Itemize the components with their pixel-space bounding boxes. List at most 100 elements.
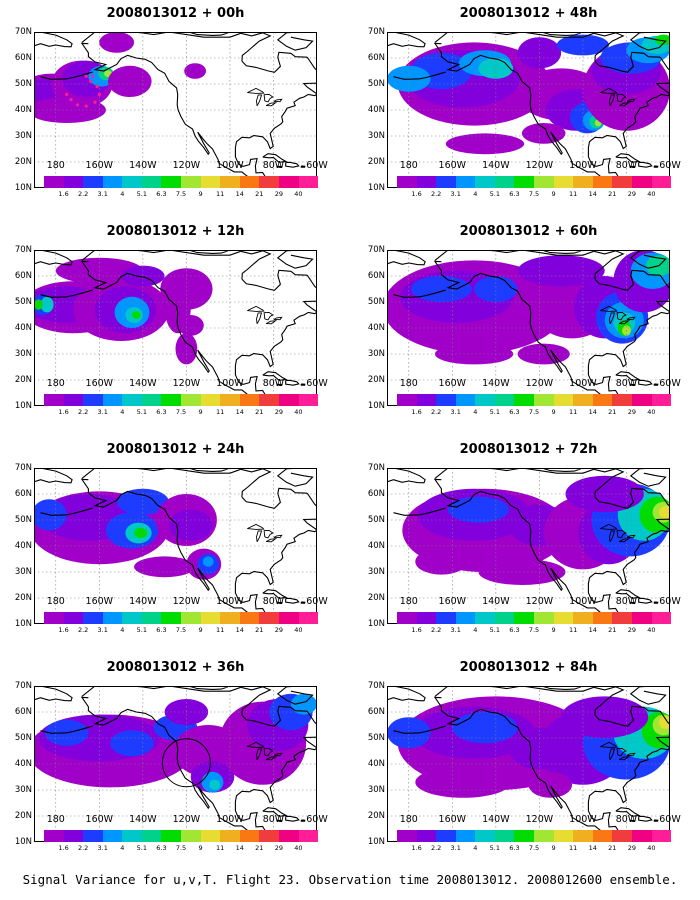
coastline bbox=[653, 383, 659, 386]
colorbar-label: 40 bbox=[647, 844, 656, 852]
latitude-label: 30N bbox=[14, 785, 32, 795]
map-panel: 2008013012 + 60h 10N 20N 30N 40N 50N 60N 70N 180… bbox=[350, 218, 690, 438]
latitude-label: 50N bbox=[367, 297, 385, 307]
colorbar-swatch bbox=[455, 394, 476, 406]
flight-track-point bbox=[69, 98, 73, 102]
colorbar-swatch bbox=[631, 176, 652, 188]
colorbar-label: 11 bbox=[216, 844, 225, 852]
variance-contour bbox=[131, 311, 141, 319]
longitude-label: 60W bbox=[306, 814, 328, 825]
latitude-label: 40N bbox=[367, 541, 385, 551]
colorbar-swatch bbox=[553, 394, 574, 406]
colorbar-swatch bbox=[102, 394, 123, 406]
colorbar-swatch bbox=[44, 176, 64, 188]
colorbar-label: 2.2 bbox=[77, 408, 89, 416]
longitude-label: 140W bbox=[482, 596, 510, 607]
longitude-label: 140W bbox=[482, 378, 510, 389]
longitude-label: 180 bbox=[399, 160, 418, 171]
colorbar-label: 40 bbox=[294, 626, 303, 634]
colorbar-label: 40 bbox=[294, 844, 303, 852]
colorbar-swatch bbox=[259, 394, 279, 406]
colorbar-label: 29 bbox=[274, 190, 283, 198]
colorbar-label: 11 bbox=[569, 626, 578, 634]
colorbar-label: 2.2 bbox=[77, 626, 89, 634]
colorbar-label: 40 bbox=[294, 190, 303, 198]
colorbar-label: 5.1 bbox=[489, 408, 501, 416]
coastline bbox=[393, 289, 446, 298]
colorbar-swatch bbox=[122, 612, 142, 624]
latitude-label: 50N bbox=[367, 515, 385, 525]
colorbar-label: 6.3 bbox=[509, 626, 520, 634]
colorbar-label: 3.1 bbox=[97, 844, 108, 852]
colorbar-label: 11 bbox=[569, 408, 578, 416]
colorbar bbox=[44, 612, 319, 624]
colorbar-label: 21 bbox=[608, 190, 617, 198]
colorbar-swatch bbox=[534, 176, 554, 188]
coastline bbox=[285, 815, 300, 822]
longitude-label: 60W bbox=[659, 596, 681, 607]
map-panel: 2008013012 + 12h 10N 20N 30N 40N 50N 60N 70N 180… bbox=[0, 218, 340, 438]
colorbar-swatch bbox=[397, 176, 417, 188]
panel-title: 2008013012 + 36h bbox=[106, 660, 245, 675]
longitude-label: 80W bbox=[262, 160, 285, 171]
colorbar-label: 11 bbox=[216, 626, 225, 634]
colorbar-swatch bbox=[436, 176, 456, 188]
colorbar-label: 4 bbox=[473, 626, 478, 634]
coastline bbox=[434, 686, 594, 697]
variance-contour bbox=[478, 559, 566, 585]
coastline bbox=[81, 32, 241, 43]
colorbar bbox=[397, 612, 672, 624]
coastline bbox=[615, 371, 641, 381]
map-plot bbox=[387, 468, 670, 624]
colorbar-label: 7.5 bbox=[528, 190, 540, 198]
longitude-label: 160W bbox=[438, 378, 467, 389]
colorbar-swatch bbox=[83, 176, 103, 188]
flight-track-point bbox=[84, 74, 88, 78]
coastline bbox=[241, 705, 308, 727]
highlight-circle bbox=[161, 738, 211, 788]
variance-contour bbox=[110, 730, 154, 757]
colorbar-swatch bbox=[475, 830, 495, 842]
map-plot bbox=[387, 686, 670, 842]
longitude-label: 120W bbox=[172, 378, 201, 389]
latitude-label: 60N bbox=[367, 271, 385, 281]
coastline bbox=[34, 32, 73, 48]
coastline bbox=[34, 250, 73, 266]
coastline bbox=[434, 468, 594, 479]
colorbar bbox=[397, 394, 672, 406]
variance-contour bbox=[659, 505, 670, 519]
colorbar-swatch bbox=[239, 176, 260, 188]
colorbar-swatch bbox=[475, 394, 495, 406]
colorbar-label: 1.6 bbox=[411, 190, 422, 198]
coastline bbox=[300, 165, 306, 168]
colorbar-label: 6.3 bbox=[509, 408, 520, 416]
colorbar-swatch bbox=[651, 830, 672, 842]
latitude-label: 60N bbox=[14, 707, 32, 717]
colorbar-swatch bbox=[141, 612, 162, 624]
latitude-label: 10N bbox=[14, 837, 32, 847]
colorbar-swatch bbox=[161, 830, 182, 842]
colorbar-swatch bbox=[455, 612, 476, 624]
colorbar-label: 3.1 bbox=[97, 626, 108, 634]
colorbar-labels: 1.6 2.2 3.1 4 5.1 6.3 7.5 9 11 14 21 29 40 bbox=[44, 844, 318, 854]
colorbar-swatch bbox=[651, 612, 672, 624]
latitude-label: 40N bbox=[367, 105, 385, 115]
latitude-label: 70N bbox=[367, 27, 385, 37]
latitude-label: 40N bbox=[14, 759, 32, 769]
colorbar-label: 6.3 bbox=[509, 190, 520, 198]
coastline bbox=[241, 269, 308, 291]
colorbar-swatch bbox=[612, 394, 632, 406]
colorbar-label: 14 bbox=[235, 844, 244, 852]
colorbar-label: 7.5 bbox=[528, 408, 540, 416]
colorbar-label: 14 bbox=[588, 408, 597, 416]
latitude-label: 40N bbox=[367, 759, 385, 769]
variance-contour bbox=[34, 97, 106, 123]
map-panel: 2008013012 + 84h 10N 20N 30N 40N 50N 60N 70N 180… bbox=[350, 654, 690, 874]
longitude-label: 80W bbox=[615, 378, 638, 389]
latitude-label: 70N bbox=[14, 27, 32, 37]
coastline bbox=[276, 601, 283, 605]
colorbar-swatch bbox=[200, 176, 221, 188]
longitude-label: 180 bbox=[46, 378, 65, 389]
variance-contour bbox=[415, 548, 468, 575]
colorbar-swatch bbox=[141, 394, 162, 406]
